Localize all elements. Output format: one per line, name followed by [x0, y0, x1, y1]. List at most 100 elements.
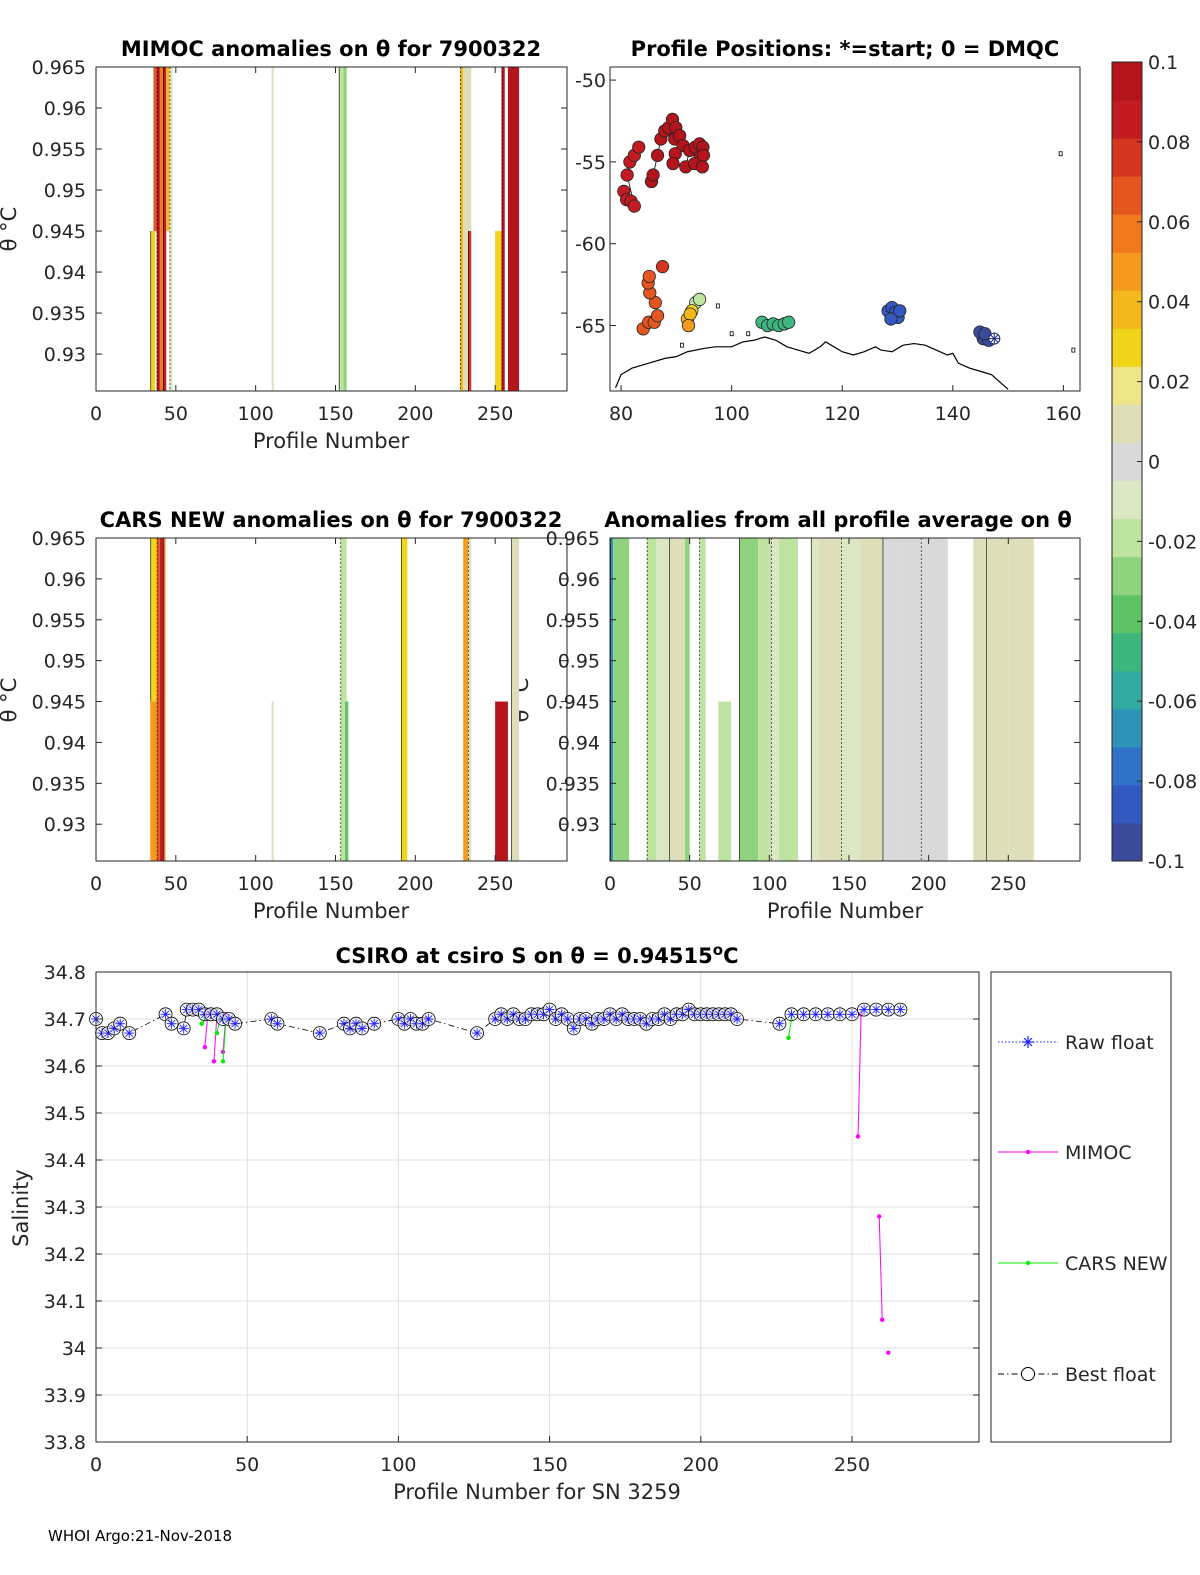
- cars-band: [400, 538, 408, 861]
- raw-star-stroke: [406, 1015, 415, 1023]
- raw-star-stroke: [569, 1024, 578, 1033]
- colorbar-tick-label: -0.1: [1148, 851, 1185, 873]
- allprof-xtick-label: 0: [604, 873, 616, 895]
- raw-star-stroke: [848, 1010, 856, 1019]
- map-island: [1071, 347, 1076, 353]
- raw-star-stroke: [125, 1029, 134, 1037]
- series-raw-point: [786, 1009, 797, 1020]
- cars-xtick-label: 250: [477, 873, 513, 895]
- series-cars-point: [214, 1030, 220, 1036]
- footer-stamp: WHOI Argo:21-Nov-2018: [48, 1527, 232, 1545]
- map-island: [1058, 151, 1063, 157]
- mimoc-xlabel: Profile Number: [253, 429, 410, 453]
- mimoc-band: [501, 67, 505, 391]
- mimoc-band: [343, 67, 347, 391]
- csiro-xtick-label: 150: [531, 1454, 567, 1476]
- csiro-xtick-label: 50: [235, 1454, 259, 1476]
- map-profile-point: [666, 156, 680, 171]
- allprof-band: [770, 538, 779, 861]
- mimoc-panel-title: MIMOC anomalies on θ for 7900322: [121, 37, 541, 61]
- colorbar-tick-label: 0.04: [1148, 292, 1190, 314]
- mimoc-ytick-label: 0.95: [44, 180, 86, 202]
- mimoc-band: [463, 67, 472, 391]
- allprof-heatmap: 0 50 100 150 200 250 0.93 0.935 0.94 0.945 0.95 0.9…: [546, 528, 1081, 895]
- legend-cars-label: CARS NEW: [1065, 1253, 1168, 1275]
- cars-band: [150, 538, 157, 702]
- legend-raw-label: Raw float: [1065, 1032, 1154, 1054]
- mimoc-axes-frame: [95, 66, 568, 392]
- csiro-legend: Raw float MIMOC CARS NEW Best float: [990, 971, 1172, 1443]
- mimoc-band: [271, 67, 275, 391]
- raw-star-stroke: [836, 1010, 844, 1019]
- mimoc-xtick-label: 150: [317, 403, 353, 425]
- cars-band: [163, 538, 166, 861]
- allprof-band: [646, 538, 657, 861]
- csiro-ytick-label: 34.2: [44, 1244, 86, 1266]
- csiro-xtick-label: 250: [834, 1454, 870, 1476]
- cars-band: [150, 701, 157, 861]
- cars-xtick-label: 50: [164, 873, 188, 895]
- colorbar-tick-label: -0.04: [1148, 611, 1197, 633]
- raw-star-stroke: [606, 1010, 614, 1019]
- mimoc-xtick-label: 50: [164, 403, 188, 425]
- colorbar-segment: [1112, 290, 1142, 329]
- mimoc-xtick-label: 200: [397, 403, 433, 425]
- cars-panel-title: CARS NEW anomalies on θ for 7900322: [100, 508, 563, 532]
- csiro-salinity-plot: 0 50 100 150 200 250 33.8 33.9 34 34.1 34.2 34.3 34.…: [44, 962, 980, 1476]
- raw-star-stroke: [267, 1015, 276, 1023]
- csiro-panel-title: CSIRO at csiro S on θ = 0.94515oC: [336, 941, 739, 968]
- cars-axes-frame: [95, 537, 568, 862]
- mimoc-band: [156, 67, 160, 391]
- colorbar-segment: [1112, 138, 1142, 177]
- csiro-title-unit: C: [723, 944, 738, 968]
- map-coastline: [614, 336, 1009, 390]
- allprof-xtick-label: 100: [751, 873, 787, 895]
- allprof-ytick-label: 0.93: [558, 814, 600, 836]
- map-profile-point: [648, 296, 662, 310]
- allprof-band: [758, 538, 771, 861]
- series-raw-point: [732, 1014, 743, 1024]
- mimoc-bands: [150, 67, 520, 391]
- raw-star-stroke: [896, 1005, 905, 1014]
- map-ytick-label: -60: [575, 234, 606, 256]
- series-mimoc-line: [878, 1216, 883, 1320]
- raw-star-stroke: [497, 1010, 506, 1019]
- cars-band: [345, 701, 349, 861]
- colorbar-segment: [1112, 594, 1142, 634]
- series-raw-point: [810, 1009, 821, 1020]
- allprof-band: [778, 538, 798, 861]
- map-profile-point: [893, 304, 907, 318]
- mimoc-xtick-label: 100: [238, 403, 274, 425]
- mimoc-ytick-label: 0.945: [32, 221, 86, 243]
- allprof-band: [656, 538, 669, 861]
- series-raw-point: [822, 1009, 833, 1020]
- raw-star-stroke: [799, 1010, 808, 1019]
- series-cars-point: [220, 1059, 226, 1064]
- raw-star-stroke: [618, 1010, 626, 1019]
- map-profile-point: [683, 307, 697, 321]
- legend-mimoc-label: MIMOC: [1065, 1142, 1132, 1164]
- series-raw-point: [115, 1018, 126, 1029]
- colorbar-segment: [1112, 556, 1142, 596]
- colorbar-segment: [1112, 62, 1142, 101]
- series-raw-point: [774, 1018, 785, 1029]
- colorbar-segment: [1112, 480, 1142, 520]
- series-cars-point: [199, 1021, 205, 1026]
- raw-star-stroke: [823, 1010, 832, 1019]
- series-raw-point: [798, 1009, 809, 1020]
- csiro-ytick-label: 34.8: [44, 962, 86, 984]
- allprof-band: [718, 701, 732, 861]
- colorbar-tick-label: -0.06: [1148, 691, 1197, 713]
- allprof-ytick-label: 0.935: [546, 773, 600, 795]
- series-raw-point: [160, 1009, 171, 1020]
- colorbar-tick-label: 0: [1148, 452, 1160, 474]
- map-profile-point: [695, 160, 709, 174]
- mimoc-band: [166, 67, 170, 232]
- raw-star-stroke: [545, 1005, 554, 1014]
- csiro-xtick-label: 200: [683, 1454, 719, 1476]
- mimoc-band: [338, 67, 344, 391]
- allprof-band: [739, 538, 759, 861]
- raw-star-stroke: [352, 1019, 360, 1028]
- raw-star-stroke: [273, 1019, 282, 1028]
- series-raw-point: [859, 1004, 870, 1015]
